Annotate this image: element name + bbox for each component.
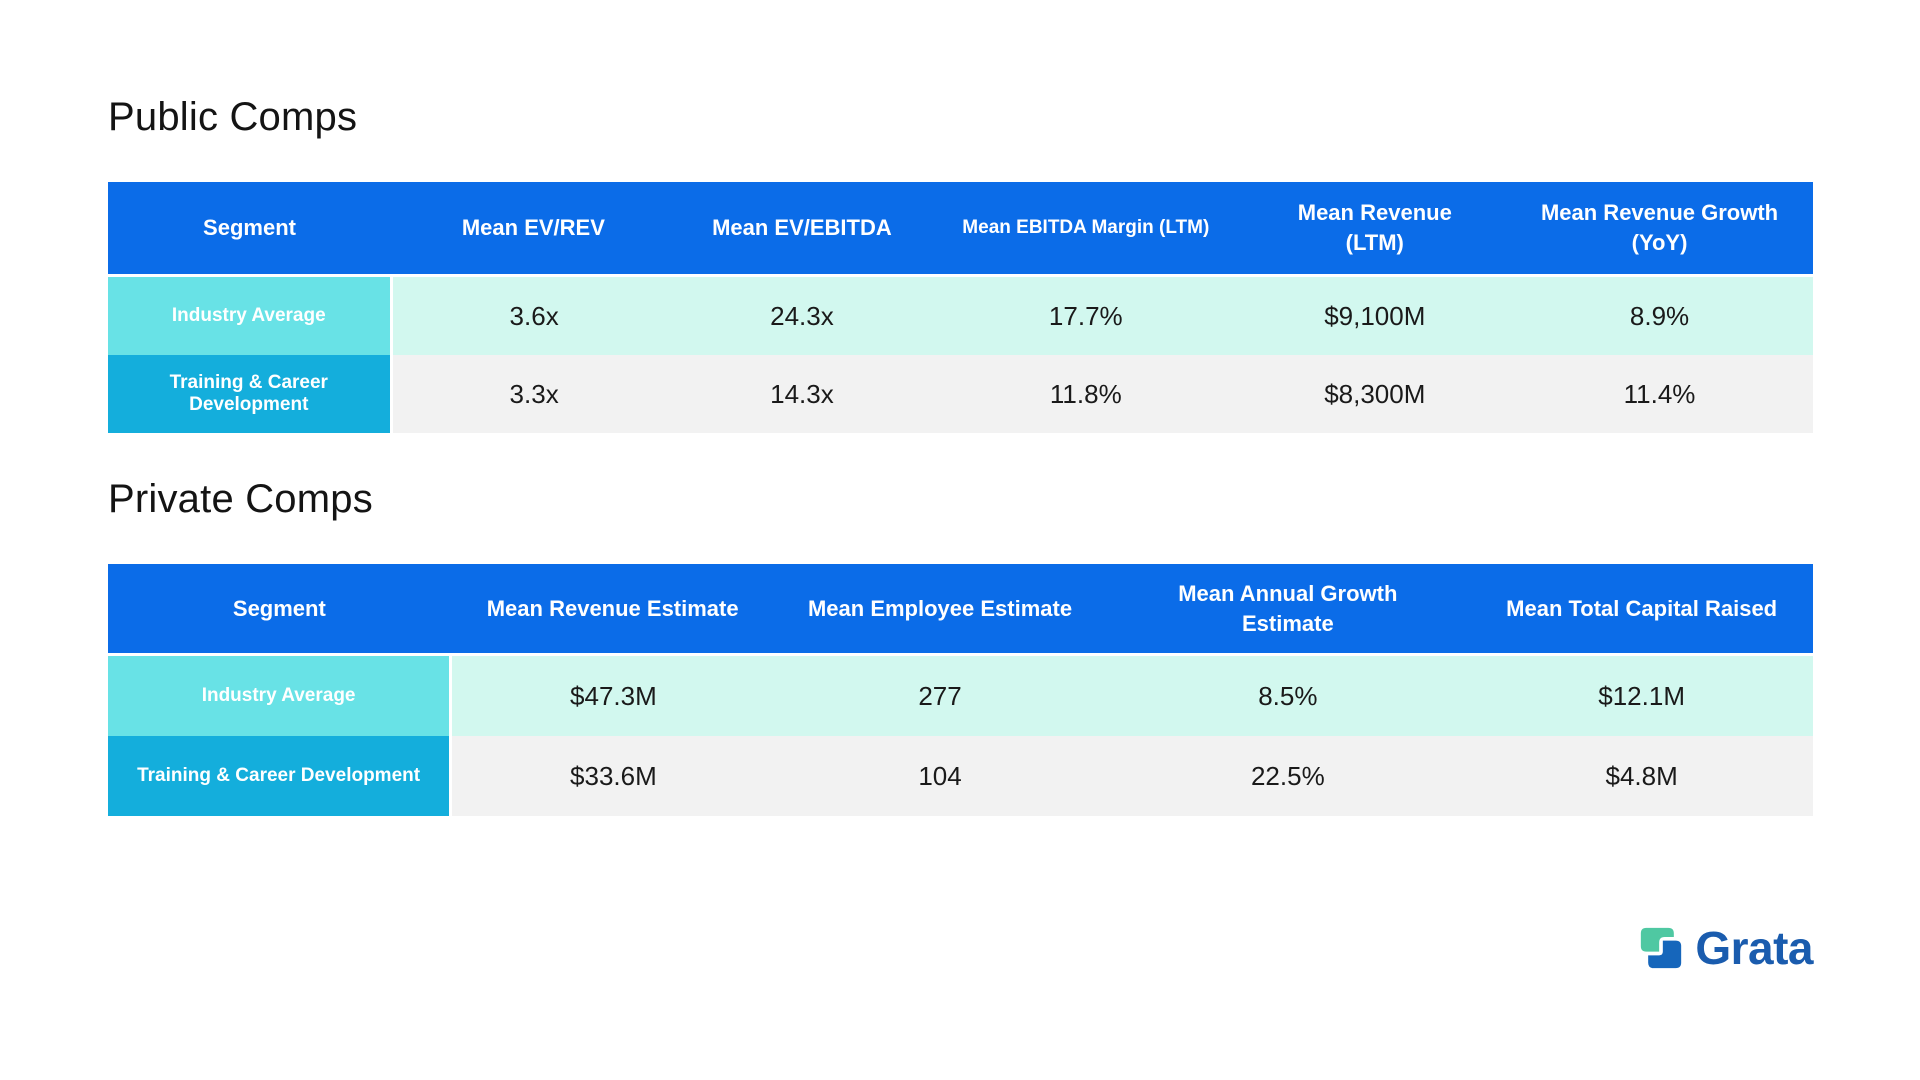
value-cell: 11.4%: [1506, 355, 1813, 433]
value-cell: 277: [774, 654, 1106, 736]
public-row-training-career: Training & Career Development 3.3x 14.3x…: [108, 355, 1813, 433]
column-header-growth-estimate: Mean Annual Growth Estimate: [1105, 564, 1471, 656]
value-cell: $4.8M: [1470, 736, 1813, 816]
value-cell: $12.1M: [1470, 654, 1813, 736]
public-row-industry-average: Industry Average 3.6x 24.3x 17.7% $9,100…: [108, 275, 1813, 355]
public-comps-section: Public Comps Segment Mean EV/REV Mean EV…: [108, 88, 1813, 433]
value-cell: 3.6x: [391, 275, 676, 355]
public-comps-table: Segment Mean EV/REV Mean EV/EBITDA Mean …: [108, 182, 1813, 433]
value-cell: 8.5%: [1105, 654, 1471, 736]
private-comps-table: Segment Mean Revenue Estimate Mean Emplo…: [108, 564, 1813, 816]
segment-cell: Training & Career Development: [108, 355, 393, 433]
value-cell: 22.5%: [1105, 736, 1471, 816]
grata-logo: Grata: [1639, 922, 1813, 974]
column-header-ebitda-margin: Mean EBITDA Margin (LTM): [928, 182, 1244, 277]
segment-cell: Training & Career Development: [108, 736, 453, 816]
value-cell: 17.7%: [928, 275, 1244, 355]
value-cell: $8,300M: [1243, 355, 1507, 433]
value-cell: 11.8%: [928, 355, 1244, 433]
segment-cell: Industry Average: [108, 654, 453, 736]
value-cell: $33.6M: [450, 736, 775, 816]
column-header-employee-estimate: Mean Employee Estimate: [774, 564, 1106, 656]
private-row-training-career: Training & Career Development $33.6M 104…: [108, 736, 1813, 816]
column-header-ev-ebitda: Mean EV/EBITDA: [675, 182, 929, 277]
value-cell: 14.3x: [675, 355, 929, 433]
private-header-row: Segment Mean Revenue Estimate Mean Emplo…: [108, 564, 1813, 656]
value-cell: $47.3M: [450, 654, 775, 736]
public-comps-title: Public Comps: [108, 95, 358, 139]
column-header-segment: Segment: [108, 182, 392, 277]
segment-cell: Industry Average: [108, 275, 393, 355]
value-cell: 104: [774, 736, 1106, 816]
private-row-industry-average: Industry Average $47.3M 277 8.5% $12.1M: [108, 654, 1813, 736]
private-comps-title: Private Comps: [108, 477, 373, 521]
column-header-segment: Segment: [108, 564, 451, 656]
column-header-revenue-estimate: Mean Revenue Estimate: [450, 564, 775, 656]
value-cell: 3.3x: [391, 355, 676, 433]
private-comps-section: Private Comps Segment Mean Revenue Estim…: [108, 470, 1813, 816]
column-header-revenue-growth: Mean Revenue Growth (YoY): [1506, 182, 1813, 277]
grata-logo-icon: [1641, 927, 1682, 969]
column-header-ev-rev: Mean EV/REV: [391, 182, 676, 277]
grata-logo-text: Grata: [1695, 922, 1813, 974]
value-cell: 24.3x: [675, 275, 929, 355]
value-cell: $9,100M: [1243, 275, 1507, 355]
public-header-row: Segment Mean EV/REV Mean EV/EBITDA Mean …: [108, 182, 1813, 277]
column-header-revenue-ltm: Mean Revenue (LTM): [1243, 182, 1507, 277]
value-cell: 8.9%: [1506, 275, 1813, 355]
column-header-capital-raised: Mean Total Capital Raised: [1470, 564, 1813, 656]
